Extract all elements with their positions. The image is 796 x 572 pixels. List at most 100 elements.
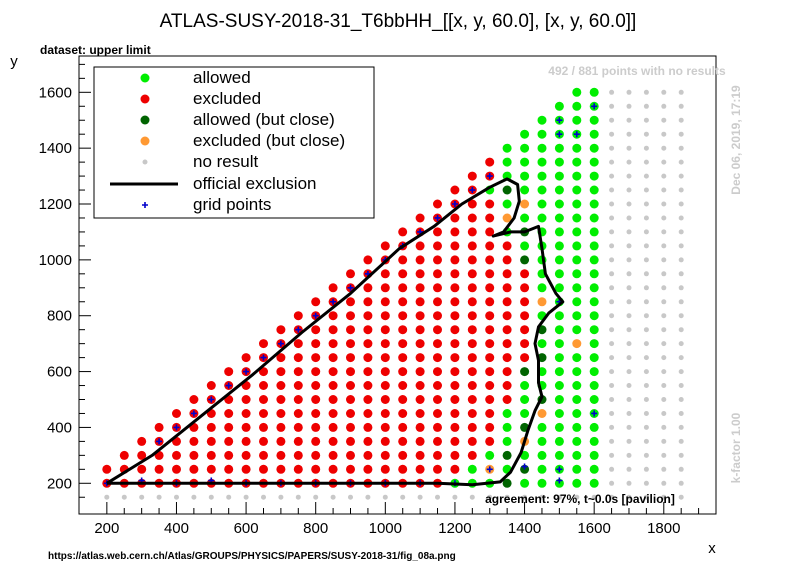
point-no-result: [661, 466, 667, 472]
point-excluded: [328, 395, 338, 404]
point-excluded: [398, 367, 408, 377]
point-no-result: [643, 383, 649, 388]
point-excluded: [328, 409, 338, 418]
point-excluded: [433, 464, 442, 474]
official-exclusion-curve: [106, 177, 565, 487]
point-excluded: [241, 464, 251, 474]
point-excluded: [433, 325, 442, 335]
point-excluded: [276, 353, 286, 363]
plot-title: ATLAS-SUSY-2018-31_T6bbHH_[[x, y, 60.0],…: [160, 11, 637, 32]
point-excluded: [241, 409, 251, 418]
point-no-result: [661, 369, 667, 375]
point-excluded: [450, 213, 460, 223]
point-allowed: [554, 255, 564, 265]
grid-point: [469, 187, 476, 194]
point-no-result: [574, 494, 580, 500]
point-excluded: [415, 450, 425, 460]
point-no-result: [678, 89, 684, 95]
point-allowed: [572, 241, 582, 251]
point-no-result: [643, 327, 649, 333]
point-allowed: [572, 353, 582, 363]
point-excluded: [450, 353, 460, 363]
point-excluded: [485, 283, 495, 293]
point-allowed: [589, 269, 599, 279]
point-excluded: [346, 353, 355, 363]
point-excluded: [450, 227, 460, 237]
point-no-result: [121, 494, 127, 500]
point-no-result: [643, 480, 649, 486]
point-allowed-close: [502, 185, 512, 195]
point-excluded-close: [520, 199, 530, 209]
point-excluded: [415, 464, 425, 474]
point-allowed: [537, 185, 547, 195]
point-excluded: [293, 450, 303, 460]
point-excluded: [328, 381, 338, 390]
point-allowed: [554, 436, 564, 446]
point-excluded: [415, 311, 425, 321]
point-excluded: [363, 325, 373, 335]
point-no-result: [661, 229, 667, 235]
point-no-result: [504, 494, 510, 500]
point-no-result: [661, 285, 667, 291]
grid-point: [451, 201, 458, 208]
point-excluded: [363, 436, 373, 446]
y-tick-label: 1400: [39, 140, 72, 157]
point-excluded: [433, 353, 442, 363]
point-excluded: [346, 422, 355, 432]
point-excluded: [241, 353, 251, 363]
date-note: Dec 06, 2019, 17:19: [729, 85, 743, 195]
point-no-result: [678, 327, 684, 333]
point-excluded: [311, 464, 321, 474]
point-excluded: [276, 367, 286, 377]
point-excluded: [346, 311, 355, 321]
point-no-result: [661, 299, 667, 305]
point-allowed: [572, 409, 582, 418]
point-excluded: [206, 422, 216, 432]
point-no-result: [348, 494, 353, 500]
plot-frame: [78, 55, 717, 515]
point-excluded: [276, 464, 286, 474]
point-allowed: [520, 143, 530, 153]
point-excluded: [467, 436, 477, 446]
point-excluded: [380, 339, 390, 349]
point-excluded: [328, 283, 338, 293]
point-allowed: [554, 269, 564, 279]
y-tick-label: 1600: [39, 84, 72, 101]
point-excluded: [346, 381, 355, 390]
point-allowed: [589, 395, 599, 404]
x-tick-label: 200: [94, 520, 119, 537]
point-no-result: [678, 355, 684, 361]
point-excluded: [485, 353, 495, 363]
point-excluded: [259, 409, 268, 418]
point-no-result: [678, 285, 684, 291]
point-no-result: [609, 257, 615, 263]
point-excluded: [363, 367, 373, 377]
point-excluded: [380, 269, 390, 279]
point-no-result: [191, 494, 197, 500]
point-no-result: [678, 411, 684, 416]
point-no-result: [643, 285, 649, 291]
point-excluded: [485, 255, 495, 265]
point-excluded: [293, 436, 303, 446]
point-no-result: [678, 271, 684, 277]
point-no-result: [609, 480, 615, 486]
y-tick-label: 1200: [39, 196, 72, 213]
point-excluded: [380, 436, 390, 446]
point-excluded: [380, 311, 390, 321]
point-allowed: [589, 283, 599, 293]
point-excluded: [450, 464, 460, 474]
point-excluded: [398, 395, 408, 404]
point-excluded: [485, 381, 495, 390]
legend-marker-no-result: [142, 159, 148, 165]
point-excluded: [363, 409, 373, 418]
point-allowed: [572, 227, 582, 237]
point-no-result: [678, 243, 684, 249]
point-excluded: [520, 283, 530, 293]
point-excluded: [415, 339, 425, 349]
point-excluded: [311, 367, 321, 377]
point-allowed: [554, 381, 564, 390]
point-no-result: [661, 341, 667, 347]
point-allowed: [467, 464, 477, 474]
point-allowed: [572, 464, 582, 474]
point-no-result: [643, 145, 649, 151]
